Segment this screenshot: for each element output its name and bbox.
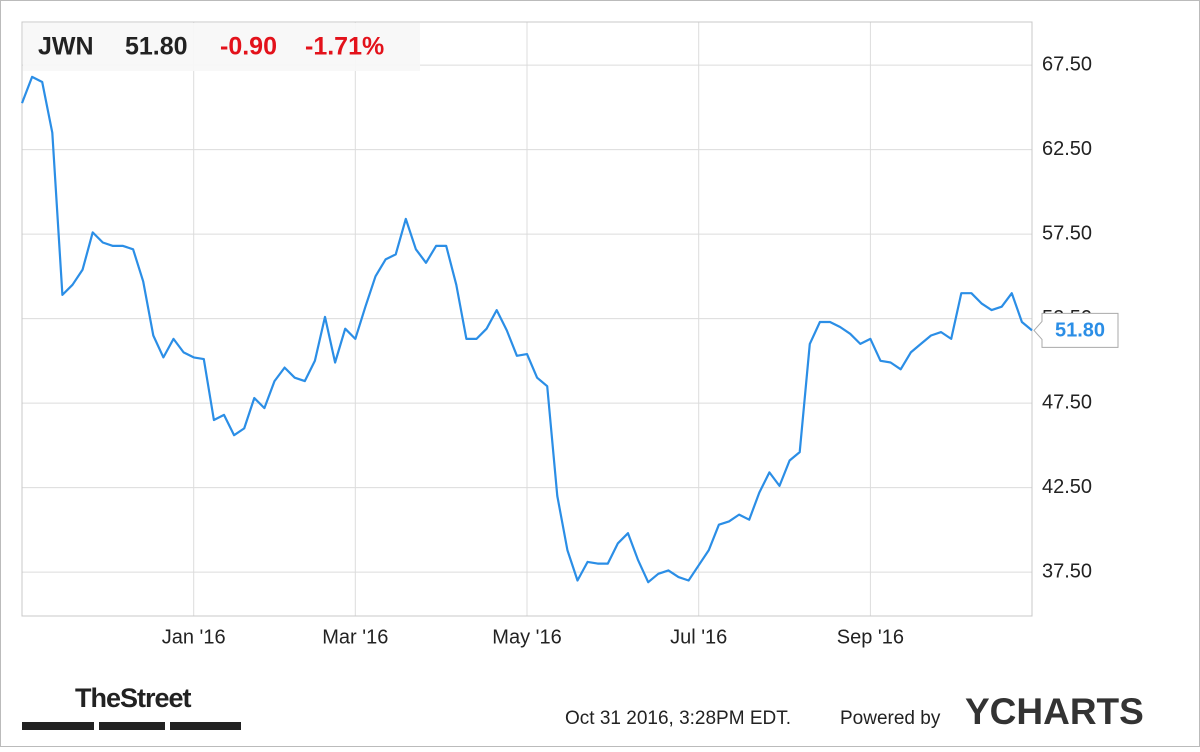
plot-area	[21, 21, 1033, 617]
y-tick-label: 67.50	[1042, 53, 1092, 75]
grid	[22, 22, 1032, 616]
y-tick-label: 42.50	[1042, 476, 1092, 498]
marks	[20, 75, 1033, 584]
ticker: JWN	[38, 33, 94, 61]
change: -0.90	[220, 33, 277, 61]
x-tick-label: Jul '16	[670, 626, 727, 648]
y-tick-label: 47.50	[1042, 391, 1092, 413]
brand: YCHARTS	[965, 691, 1144, 732]
last-value-label: 51.80	[1055, 320, 1105, 342]
last-value-tag	[1033, 312, 1119, 348]
source-logo: TheStreet	[75, 683, 192, 713]
x-tick-label: Sep '16	[837, 626, 904, 648]
header-box	[23, 23, 420, 71]
logo-bar	[99, 722, 165, 730]
powered-by: Powered by	[840, 708, 941, 729]
timestamp: Oct 31 2016, 3:28PM EDT.	[565, 708, 791, 729]
x-tick-label: Mar '16	[322, 626, 388, 648]
x-tick-label: May '16	[492, 626, 561, 648]
y-tick-label: 62.50	[1042, 138, 1092, 160]
price-line	[20, 75, 1033, 584]
logo-bar	[22, 722, 94, 730]
y-tick-label: 37.50	[1042, 560, 1092, 582]
logo-bar	[170, 722, 241, 730]
y-tick-label: 57.50	[1042, 222, 1092, 244]
x-tick-label: Jan '16	[162, 626, 226, 648]
price: 51.80	[125, 33, 188, 61]
change-percent: -1.71%	[305, 33, 384, 61]
